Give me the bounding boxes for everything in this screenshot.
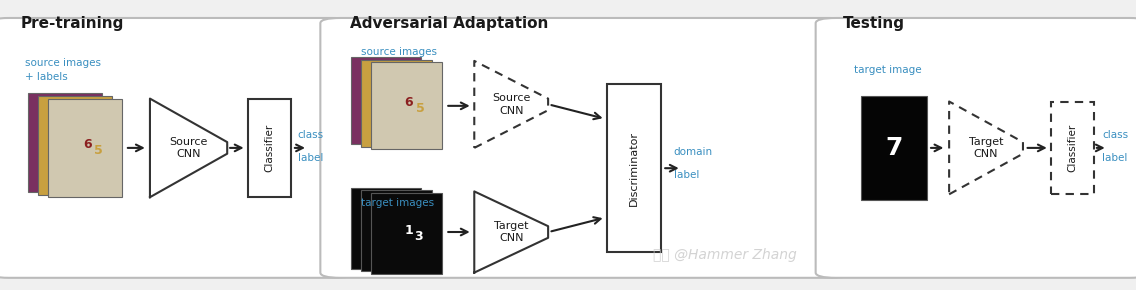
Text: target image: target image <box>854 65 922 75</box>
Bar <box>37 96 111 195</box>
Bar <box>27 93 102 192</box>
Text: Target
CNN: Target CNN <box>494 221 528 243</box>
Text: 5: 5 <box>416 102 425 115</box>
Text: 7: 7 <box>885 136 903 160</box>
Text: source images
+ labels: source images + labels <box>25 58 101 81</box>
Text: label: label <box>1102 153 1127 163</box>
Text: Testing: Testing <box>843 16 905 31</box>
Text: Discriminator: Discriminator <box>629 131 638 206</box>
Polygon shape <box>475 61 549 148</box>
Polygon shape <box>950 102 1022 194</box>
Bar <box>248 99 291 197</box>
Bar <box>351 188 421 269</box>
Text: 5: 5 <box>94 144 103 157</box>
Text: source images: source images <box>361 47 437 57</box>
Text: Target
CNN: Target CNN <box>969 137 1003 159</box>
Text: target images: target images <box>361 198 434 208</box>
Bar <box>371 62 442 149</box>
Bar <box>351 57 421 144</box>
Text: label: label <box>298 153 323 163</box>
Text: class: class <box>1102 130 1128 140</box>
Bar <box>361 190 432 271</box>
Polygon shape <box>475 191 549 273</box>
Bar <box>361 60 432 147</box>
Text: 1: 1 <box>404 224 414 237</box>
Text: Source
CNN: Source CNN <box>169 137 208 159</box>
Bar <box>861 96 927 200</box>
Text: label: label <box>674 171 699 180</box>
Text: Classifier: Classifier <box>265 124 274 172</box>
Bar <box>607 84 661 252</box>
Bar <box>1051 102 1094 194</box>
Bar <box>48 99 123 197</box>
Text: 3: 3 <box>414 230 423 243</box>
Text: Pre-training: Pre-training <box>20 16 124 31</box>
Text: class: class <box>298 130 324 140</box>
Bar <box>371 193 442 274</box>
Text: Adversarial Adaptation: Adversarial Adaptation <box>350 16 549 31</box>
Text: 知乎 @Hammer Zhang: 知乎 @Hammer Zhang <box>653 248 797 262</box>
FancyBboxPatch shape <box>0 18 353 278</box>
Text: Source
CNN: Source CNN <box>492 93 531 116</box>
Text: domain: domain <box>674 147 712 157</box>
Polygon shape <box>150 99 227 197</box>
Text: 6: 6 <box>404 97 414 109</box>
Text: Classifier: Classifier <box>1068 124 1077 172</box>
FancyBboxPatch shape <box>320 18 850 278</box>
Text: 6: 6 <box>83 139 92 151</box>
FancyBboxPatch shape <box>816 18 1136 278</box>
